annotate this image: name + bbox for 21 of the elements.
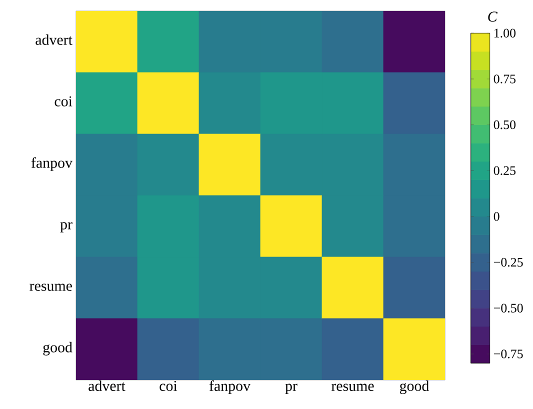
x-tick-label: resume [331,384,374,391]
x-tick-label: coi [160,380,178,391]
x-tick-label: advert [88,380,126,391]
y-tick-label: advert [36,34,72,45]
color-bar-label: 0.50 [494,120,516,130]
y-tick-label: pr [60,222,72,232]
color-bar-label: 0 [494,212,500,221]
color-bar-label: −0.25 [494,258,523,267]
color-bar-label: −0.50 [494,304,523,313]
color-bar-label: 1.00 [494,28,516,38]
y-tick-label: coi [54,96,72,106]
x-tick-label: good [400,380,430,394]
y-tick-label: fanpov [31,157,72,171]
y-tick-label: resume [30,284,72,291]
color-bar-label: −0.75 [494,350,523,358]
color-bar-title: C [488,12,498,22]
x-tick-label: fanpov [209,380,250,394]
x-tick-label: pr [285,384,298,394]
color-bar-label: 0.25 [494,166,516,176]
color-bar-label: 0.75 [494,74,516,84]
y-tick-label: good [43,342,72,356]
